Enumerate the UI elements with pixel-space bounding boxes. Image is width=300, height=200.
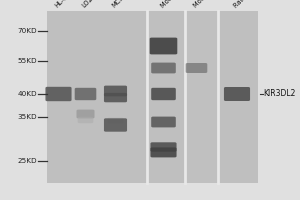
Text: 40KD: 40KD	[17, 91, 37, 97]
FancyBboxPatch shape	[104, 93, 127, 102]
Text: KIR3DL2: KIR3DL2	[263, 90, 296, 98]
Text: MCF7: MCF7	[111, 0, 128, 9]
FancyBboxPatch shape	[186, 63, 207, 73]
FancyBboxPatch shape	[76, 110, 94, 118]
Text: 35KD: 35KD	[17, 114, 37, 120]
Bar	[186, 11, 218, 183]
Text: LO2: LO2	[81, 0, 94, 9]
Bar	[46, 11, 147, 183]
FancyBboxPatch shape	[151, 88, 176, 100]
FancyBboxPatch shape	[78, 117, 93, 123]
FancyBboxPatch shape	[46, 87, 72, 101]
FancyBboxPatch shape	[75, 88, 96, 100]
Text: Mouse liver: Mouse liver	[192, 0, 224, 9]
FancyBboxPatch shape	[104, 86, 127, 96]
Bar	[219, 11, 258, 183]
Text: HL-60: HL-60	[54, 0, 72, 9]
Text: Mouse spleen: Mouse spleen	[159, 0, 196, 9]
FancyBboxPatch shape	[151, 147, 176, 157]
Text: 25KD: 25KD	[17, 158, 37, 164]
Text: 70KD: 70KD	[17, 28, 37, 34]
FancyBboxPatch shape	[108, 117, 123, 123]
Text: 55KD: 55KD	[17, 58, 37, 64]
Bar	[46, 11, 258, 183]
Text: Rat spleen: Rat spleen	[233, 0, 262, 9]
FancyBboxPatch shape	[224, 87, 250, 101]
FancyBboxPatch shape	[151, 117, 176, 127]
FancyBboxPatch shape	[104, 118, 127, 132]
FancyBboxPatch shape	[151, 142, 176, 152]
FancyBboxPatch shape	[151, 63, 176, 73]
FancyBboxPatch shape	[109, 114, 123, 120]
FancyBboxPatch shape	[150, 38, 177, 54]
Bar	[148, 11, 184, 183]
